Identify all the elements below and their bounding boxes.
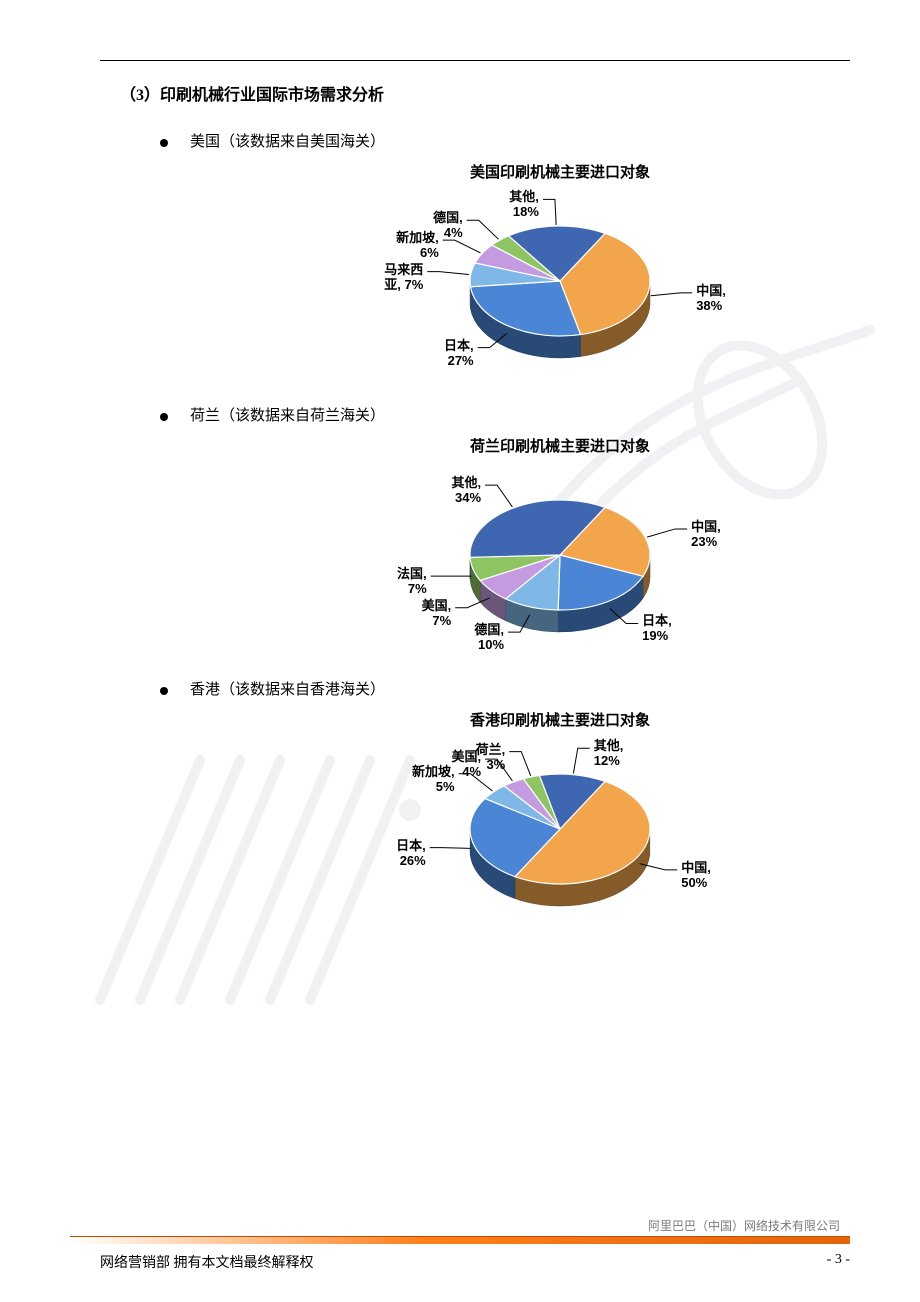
pie-slice-label: 日本,27% <box>444 339 474 369</box>
bullet-text: 荷兰（该数据来自荷兰海关） <box>190 408 385 424</box>
bullet-item: 荷兰（该数据来自荷兰海关） <box>160 404 850 425</box>
bullet-icon <box>160 413 168 421</box>
section-heading: （3）印刷机械行业国际市场需求分析 <box>120 81 850 105</box>
pie-slice-label: 其他,18% <box>509 190 539 220</box>
chart-title: 荷兰印刷机械主要进口对象 <box>360 435 760 456</box>
pie-slice-label: 美国,7% <box>422 599 452 629</box>
bullet-item: 香港（该数据来自香港海关） <box>160 678 850 699</box>
pie-slice-label: 马来西亚, 7% <box>384 263 423 293</box>
pie-chart: 美国印刷机械主要进口对象中国,38%日本,27%马来西亚, 7%新加坡,6%德国… <box>360 161 760 386</box>
pie-slice-label: 德国,4% <box>433 211 463 241</box>
bullet-item: 美国（该数据来自美国海关） <box>160 130 850 151</box>
footer-left-text: 网络营销部 拥有本文档最终解释权 <box>100 1252 314 1272</box>
bullet-icon <box>160 687 168 695</box>
bullet-text: 美国（该数据来自美国海关） <box>190 134 385 150</box>
chart-title: 美国印刷机械主要进口对象 <box>360 161 760 182</box>
pie-slice-label: 中国,23% <box>691 520 721 550</box>
pie-chart: 荷兰印刷机械主要进口对象中国,23% 日本,19% 德国,10% 美国,7%法国,7%… <box>360 435 760 660</box>
bullet-text: 香港（该数据来自香港海关） <box>190 682 385 698</box>
page-footer: 阿里巴巴（中国）网络技术有限公司 网络营销部 拥有本文档最终解释权 - 3 - <box>0 1217 920 1272</box>
bullet-icon <box>160 139 168 147</box>
pie-slice-label: 其他,34% <box>451 476 481 506</box>
pie-slice-label: 中国,50% <box>681 861 711 891</box>
pie-slice-label: 日本,19% <box>642 614 672 644</box>
pie-slice-label: 中国,38% <box>696 284 726 314</box>
footer-divider <box>70 1236 850 1244</box>
pie-slice-label: 荷兰,3% <box>476 743 506 773</box>
pie-slice-label: 法国,7% <box>397 567 427 597</box>
pie-chart: 香港印刷机械主要进口对象中国,50%日本,26%新加坡,5%美国,4%荷兰,3%… <box>360 709 760 934</box>
footer-company: 阿里巴巴（中国）网络技术有限公司 <box>0 1217 920 1234</box>
pie-slice-label: 日本,26% <box>396 839 426 869</box>
chart-title: 香港印刷机械主要进口对象 <box>360 709 760 730</box>
pie-slice-label: 其他,12% <box>594 739 624 769</box>
pie-slice-label: 新加坡,5% <box>412 765 455 795</box>
pie-slice-label: 德国,10% <box>474 623 504 653</box>
horizontal-rule <box>100 60 850 61</box>
footer-page-number: - 3 - <box>827 1252 850 1272</box>
